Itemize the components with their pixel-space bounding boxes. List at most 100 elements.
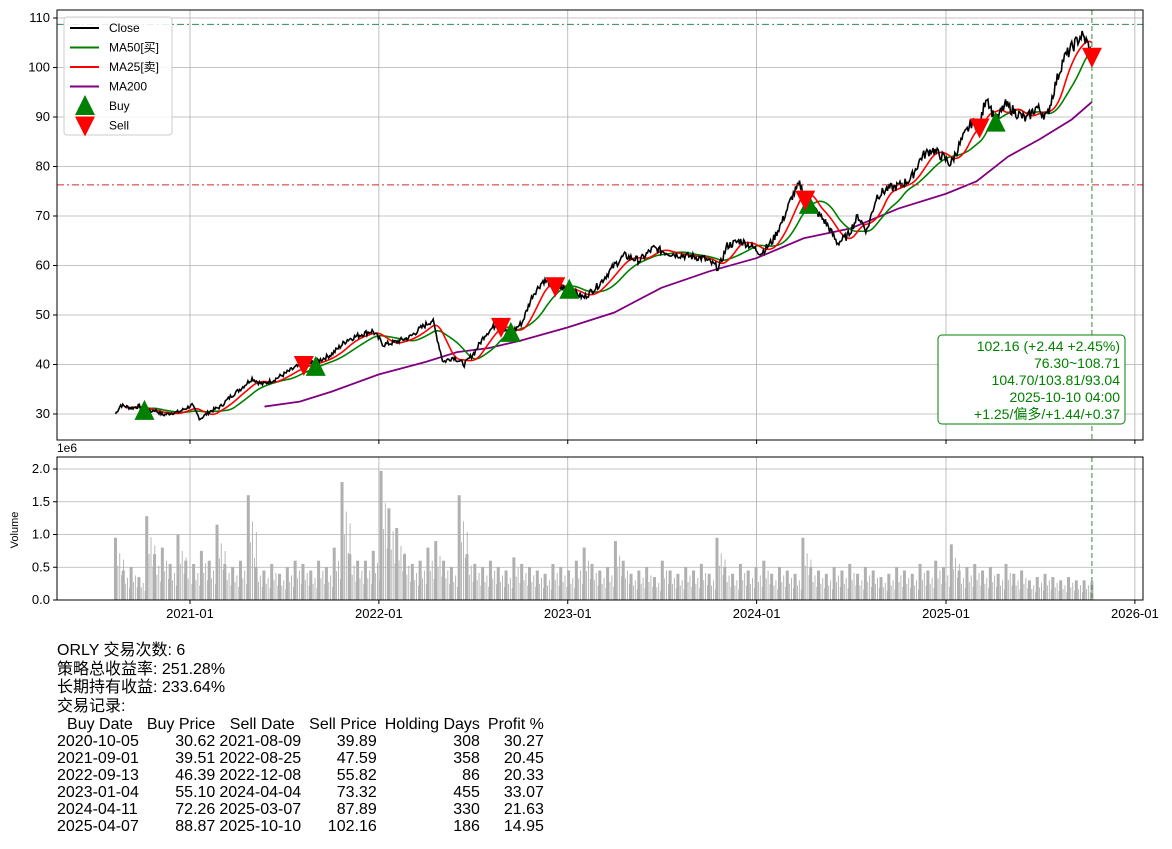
volume-bar [134,575,136,600]
volume-bar [1004,563,1008,600]
volume-bar [144,590,146,600]
volume-bar [285,567,289,600]
volume-bar [832,589,833,600]
volume-bar [129,567,133,600]
volume-bar [156,574,158,600]
volume-bar [1070,587,1072,600]
volume-bar [1086,589,1087,600]
volume-bar [317,560,321,600]
volume-bar [590,563,594,600]
trade-count: ORLY 交易次数: 6 [57,642,186,659]
volume-bar [828,585,830,600]
volume-bar [986,577,988,600]
volume-bar [785,570,789,600]
volume-bar [213,570,214,600]
volume-bar [934,560,938,600]
table-cell: 308 [453,733,480,750]
price-annotation: 102.16 (+2.44 +2.45%)76.30~108.71104.70/… [937,334,1126,425]
table-row: 2024-04-11 72.26 2025-03-07 87.89 330 21.63 [57,801,548,818]
table-cell: 186 [453,818,480,835]
volume-bar [140,587,142,600]
volume-bar [543,573,547,600]
volume-bar [269,588,271,600]
volume-bar [541,577,543,600]
volume-bar [683,589,685,600]
volume-bar [340,482,344,600]
table-cell: 39.89 [336,733,377,750]
volume-bar [923,572,925,600]
volume-bar [910,588,912,600]
volume-bar [423,570,425,600]
volume-bar [632,585,634,600]
volume-bar [871,570,875,600]
volume-bar [652,586,654,600]
ma50-line [125,50,1093,414]
volume-bar [192,563,196,600]
volume-bar [539,583,541,600]
volume-bar [973,563,977,600]
volume-bar [738,589,740,600]
table-cell: 2021-09-01 [57,750,139,767]
volume-bar [793,573,797,600]
volume-bar [183,573,185,600]
volume-bar [338,560,339,600]
table-cell: 330 [453,801,480,818]
volume-bar [293,560,297,600]
volume-tick-label: 2.0 [32,461,50,476]
volume-bar [914,585,916,600]
volume-bar [150,537,152,600]
volume-bar [580,570,582,600]
volume-bar [918,563,922,600]
volume-bar [804,565,806,600]
volume-bar [416,572,418,600]
volume-bar [645,567,649,600]
volume-bar [332,586,333,600]
column-header: Buy Price [146,716,216,733]
volume-bar [527,585,529,600]
volume-bar [293,586,294,600]
volume-bar [500,581,502,600]
volume-bar [625,578,627,600]
volume-bar [148,553,150,600]
volume-bar [386,548,388,600]
volume-bar [502,575,503,600]
volume-bar [484,581,486,600]
volume-bar [434,541,438,600]
volume-bar [1023,583,1025,600]
volume-bar [473,563,477,600]
volume-bar [322,570,324,600]
volume-bar [642,577,644,600]
volume-bar [965,567,969,600]
volume-bar [262,570,266,600]
column-header: Holding Days [384,716,480,733]
volume-bar [375,572,377,600]
volume-bar [648,581,650,600]
trade-table: Buy Date Buy Price Sell Date Sell Price Hold… [57,716,548,835]
volume-bar [550,589,552,600]
volume-bar [511,588,513,600]
volume-bar [402,571,404,600]
volume-bar [863,589,865,600]
buy-marker [559,278,580,299]
volume-bar [462,521,464,600]
volume-bar [981,570,985,600]
volume-bar [197,572,199,600]
volume-bar [1019,589,1021,600]
volume-bar [250,542,252,600]
volume-bar [824,573,828,600]
volume-bar [306,572,308,600]
volume-bar [447,570,449,600]
x-tick-label: 2025-01 [922,606,970,621]
buy-marker [798,193,819,214]
volume-bar [902,586,904,600]
table-cell: 14.95 [503,818,544,835]
volume-bar [312,583,314,600]
volume-bar [692,570,696,600]
volume-bar [570,583,572,600]
volume-bar [488,586,490,600]
buy-hold-return: 长期持有收益: 233.64% [57,679,226,696]
volume-bar [453,581,455,600]
volume-bar [718,565,720,600]
volume-bar [605,588,607,600]
volume-bar [812,581,814,600]
